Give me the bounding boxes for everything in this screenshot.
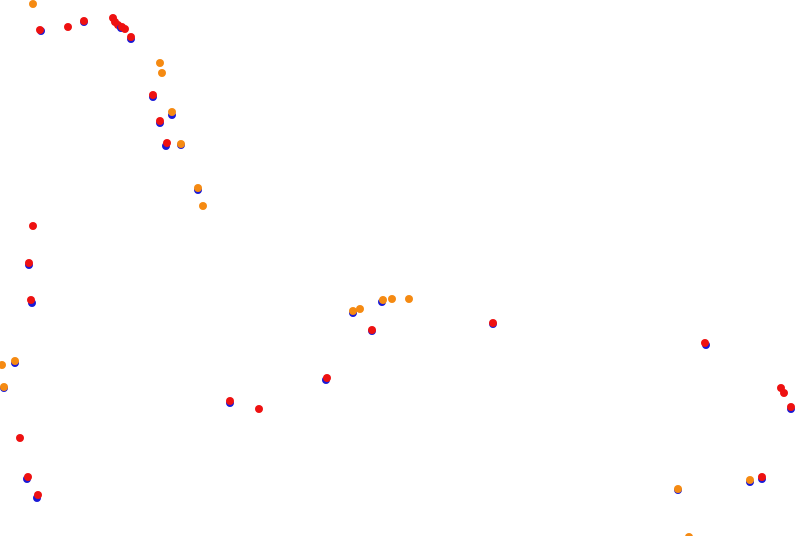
red-marker: [16, 434, 24, 442]
orange-marker: [199, 202, 207, 210]
red-marker: [24, 473, 32, 481]
red-marker: [27, 296, 35, 304]
red-marker: [156, 117, 164, 125]
orange-marker: [194, 184, 202, 192]
orange-marker: [0, 383, 8, 391]
red-marker: [149, 91, 157, 99]
red-marker: [121, 25, 129, 33]
orange-marker: [685, 533, 693, 536]
red-marker: [64, 23, 72, 31]
orange-marker: [349, 307, 357, 315]
orange-marker: [11, 357, 19, 365]
orange-marker: [0, 361, 6, 369]
orange-marker: [29, 0, 37, 8]
orange-marker: [168, 108, 176, 116]
red-marker: [34, 491, 42, 499]
orange-marker: [379, 296, 387, 304]
red-marker: [787, 403, 795, 411]
red-marker: [368, 326, 376, 334]
orange-marker: [674, 485, 682, 493]
red-marker: [127, 33, 135, 41]
red-marker: [323, 374, 331, 382]
orange-marker: [177, 140, 185, 148]
red-marker: [758, 473, 766, 481]
orange-marker: [405, 295, 413, 303]
red-marker: [255, 405, 263, 413]
red-marker: [701, 339, 709, 347]
red-marker: [226, 397, 234, 405]
orange-marker: [156, 59, 164, 67]
orange-marker: [746, 476, 754, 484]
orange-marker: [356, 305, 364, 313]
orange-marker: [388, 295, 396, 303]
red-marker: [163, 139, 171, 147]
red-marker: [780, 389, 788, 397]
orange-marker: [158, 69, 166, 77]
red-marker: [25, 259, 33, 267]
red-marker: [80, 17, 88, 25]
red-marker: [29, 222, 37, 230]
red-marker: [36, 26, 44, 34]
red-marker: [489, 319, 497, 327]
